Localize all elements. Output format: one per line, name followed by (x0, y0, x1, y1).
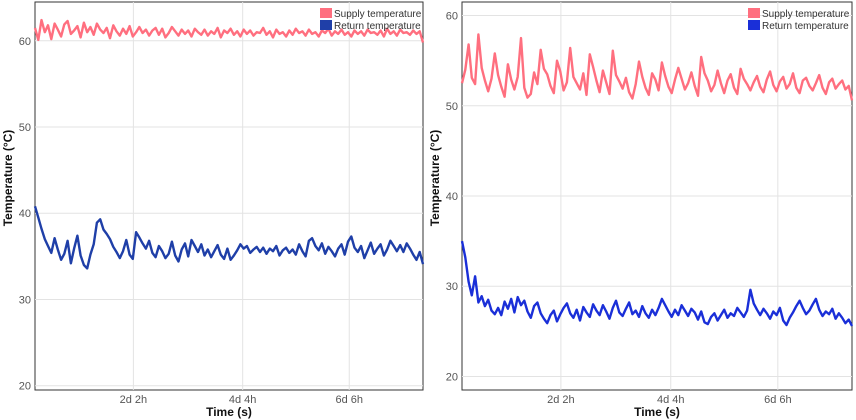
chart-0-y-tick-label-40: 40 (19, 208, 31, 220)
chart-0-y-axis-label: Temperature (°C) (1, 130, 15, 227)
temperature-chart-right: 20 30 40 50 60 2d 2h 4d 4h 6d 6h Temperature (°C… (428, 1, 854, 419)
chart-0-x-axis-label: Time (s) (206, 405, 252, 419)
temperature-chart-left: 20 30 40 50 60 2d 2h 4d 4h 6d 6h Temperature (°C… (1, 1, 425, 419)
chart-1-y-tick-label-20: 20 (446, 371, 458, 383)
chart-0-y-tick-label-30: 30 (19, 294, 31, 306)
chart-0-series-line-1 (33, 205, 425, 270)
chart-0-x-tick-label-1: 4d 4h (229, 394, 257, 406)
chart-1-y-tick-label-50: 50 (446, 101, 458, 113)
chart-1-x-tick-label-0: 2d 2h (547, 394, 575, 406)
chart-0-legend-label-0: Supply temperature (334, 9, 422, 20)
chart-1-y-tick-label-30: 30 (446, 281, 458, 293)
chart-panel-left: 20 30 40 50 60 2d 2h 4d 4h 6d 6h Temperature (°C… (1, 1, 425, 419)
chart-1-series-line-0 (460, 33, 854, 101)
chart-0-x-tick-label-0: 2d 2h (120, 394, 148, 406)
chart-1-x-tick-label-1: 4d 4h (657, 394, 685, 406)
chart-1-legend-swatch-1 (748, 20, 760, 30)
chart-0-x-tick-label-2: 6d 6h (335, 394, 363, 406)
chart-0-y-tick-label-20: 20 (19, 381, 31, 393)
chart-1-x-tick-label-2: 6d 6h (764, 394, 792, 406)
chart-1-legend-label-1: Return temperature (762, 21, 849, 32)
chart-1-x-axis-label: Time (s) (634, 405, 680, 419)
chart-1-y-axis-label: Temperature (°C) (428, 130, 442, 227)
chart-0-legend-label-1: Return temperature (334, 21, 421, 32)
chart-panel-right: 20 30 40 50 60 2d 2h 4d 4h 6d 6h Temperature (°C… (428, 0, 856, 420)
chart-0-legend-swatch-1 (320, 20, 332, 30)
chart-1-legend-label-0: Supply temperature (762, 9, 850, 20)
chart-1-legend-swatch-0 (748, 8, 760, 18)
chart-0-plot-area (34, 1, 424, 391)
chart-0-series-line-0 (33, 18, 425, 43)
chart-0-y-tick-label-60: 60 (19, 36, 31, 48)
chart-1-series-line-1 (460, 240, 854, 327)
chart-1-y-tick-label-40: 40 (446, 191, 458, 203)
chart-0-legend-swatch-0 (320, 8, 332, 18)
chart-0-y-tick-label-50: 50 (19, 122, 31, 134)
chart-1-y-tick-label-60: 60 (446, 11, 458, 23)
